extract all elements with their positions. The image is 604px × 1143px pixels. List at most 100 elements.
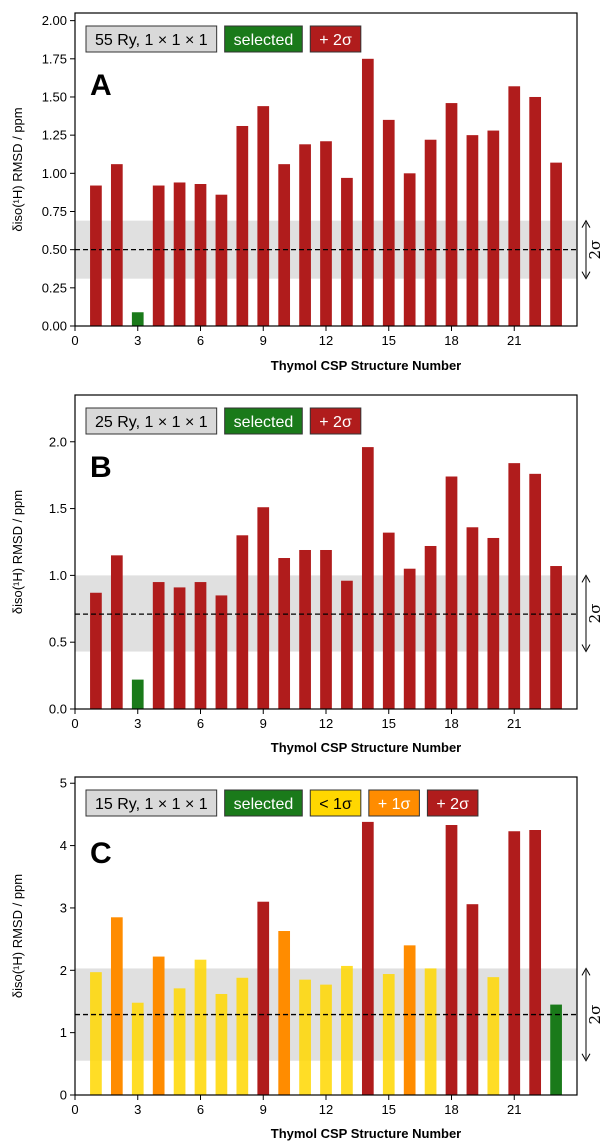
bar-structure-15 xyxy=(382,974,395,1095)
bar-structure-17 xyxy=(424,545,437,709)
legend-box xyxy=(224,789,303,817)
legend-label: + 2σ xyxy=(436,796,469,813)
legend-label: < 1σ xyxy=(319,796,352,813)
bar-structure-6 xyxy=(194,959,207,1095)
legend-box xyxy=(309,789,362,817)
bar-structure-19 xyxy=(466,135,479,326)
bar-structure-21 xyxy=(508,463,521,709)
bar-structure-16 xyxy=(403,568,416,709)
bar-structure-9 xyxy=(257,106,270,326)
y-tick-label: 1.00 xyxy=(42,166,67,181)
y-tick-label: 4 xyxy=(60,838,67,853)
x-tick-label: 21 xyxy=(507,1102,521,1117)
legend-box xyxy=(85,25,218,53)
bar-structure-23 xyxy=(550,566,562,709)
bar-structure-21 xyxy=(508,86,521,326)
bar-structure-11 xyxy=(299,979,311,1095)
x-tick-label: 15 xyxy=(382,333,396,348)
x-tick-label: 0 xyxy=(71,1102,78,1117)
legend-label: + 2σ xyxy=(319,414,352,431)
legend-label: selected xyxy=(234,414,294,431)
x-tick-label: 18 xyxy=(444,1102,458,1117)
bar-structure-1 xyxy=(90,972,102,1095)
x-tick-label: 0 xyxy=(71,716,78,731)
y-tick-label: 1.5 xyxy=(49,501,67,516)
bar-structure-3 xyxy=(131,312,144,326)
panel-letter: B xyxy=(90,451,112,484)
x-tick-label: 15 xyxy=(382,716,396,731)
y-tick-label: 2.0 xyxy=(49,434,67,449)
y-tick-label: 0.75 xyxy=(42,204,67,219)
legend-label: selected xyxy=(234,796,294,813)
legend-box xyxy=(309,407,362,435)
bar-structure-20 xyxy=(487,537,500,709)
bar-structure-7 xyxy=(215,993,228,1095)
bar-structure-18 xyxy=(445,476,458,709)
bar-structure-1 xyxy=(90,185,102,326)
bar-structure-13 xyxy=(341,177,353,326)
x-tick-label: 12 xyxy=(319,1102,333,1117)
y-axis-label: δiso(¹H) RMSD / ppm xyxy=(10,874,25,998)
bar-structure-5 xyxy=(173,587,186,709)
y-tick-label: 0.00 xyxy=(42,319,67,334)
x-tick-label: 9 xyxy=(260,1102,267,1117)
x-tick-label: 9 xyxy=(260,333,267,348)
bar-structure-17 xyxy=(424,139,437,326)
y-tick-label: 0.0 xyxy=(49,702,67,717)
bar-structure-23 xyxy=(550,1004,562,1095)
x-tick-label: 6 xyxy=(197,716,204,731)
bar-structure-18 xyxy=(445,103,458,327)
sigma-arrow-head-bottom xyxy=(581,271,591,280)
legend-box xyxy=(224,25,303,53)
bar-structure-22 xyxy=(529,96,542,326)
x-tick-label: 15 xyxy=(382,1102,396,1117)
y-tick-label: 1.50 xyxy=(42,89,67,104)
y-tick-label: 0 xyxy=(60,1088,67,1103)
sigma-arrow-head-top xyxy=(581,219,591,228)
y-tick-label: 0.5 xyxy=(49,635,67,650)
bar-structure-15 xyxy=(382,119,395,326)
bar-structure-5 xyxy=(173,988,186,1095)
bar-structure-6 xyxy=(194,582,207,709)
bar-structure-4 xyxy=(152,582,165,709)
bar-structure-12 xyxy=(320,984,332,1095)
y-tick-label: 2 xyxy=(60,963,67,978)
bar-structure-18 xyxy=(445,825,458,1095)
x-tick-label: 21 xyxy=(507,333,521,348)
bar-structure-10 xyxy=(278,164,291,326)
bar-structure-20 xyxy=(487,130,500,326)
x-tick-label: 21 xyxy=(507,716,521,731)
bar-structure-22 xyxy=(529,473,542,709)
legend-label: 15 Ry, 1 × 1 × 1 xyxy=(95,796,208,813)
bar-structure-1 xyxy=(90,592,102,709)
legend-box xyxy=(85,407,218,435)
bar-structure-20 xyxy=(487,977,500,1095)
x-tick-label: 12 xyxy=(319,333,333,348)
chart-panel-b: 0 3 6 9 12 15 18 21 0.0 0.5 1.0 1.5 2.0 Thymol CSP St… xyxy=(10,394,604,755)
legend-box xyxy=(224,407,303,435)
y-tick-label: 1.25 xyxy=(42,128,67,143)
bar-structure-21 xyxy=(508,831,521,1095)
bar-structure-8 xyxy=(236,125,249,326)
sigma-arrow-head-bottom xyxy=(581,644,591,653)
legend-label: 55 Ry, 1 × 1 × 1 xyxy=(95,32,208,49)
sigma-arrow-head-top xyxy=(581,574,591,583)
y-tick-label: 2.00 xyxy=(42,13,67,28)
x-tick-label: 12 xyxy=(319,716,333,731)
y-tick-label: 3 xyxy=(60,900,67,915)
bar-structure-15 xyxy=(382,532,395,709)
y-axis-label: δiso(¹H) RMSD / ppm xyxy=(10,107,25,231)
panel-letter: A xyxy=(90,69,112,102)
sigma-label: 2σ xyxy=(586,240,604,260)
x-tick-label: 18 xyxy=(444,333,458,348)
x-tick-label: 3 xyxy=(134,716,141,731)
bar-structure-2 xyxy=(110,164,123,326)
x-tick-label: 6 xyxy=(197,333,204,348)
sigma-label: 2σ xyxy=(586,1005,604,1025)
x-tick-label: 0 xyxy=(71,333,78,348)
bar-structure-2 xyxy=(110,555,123,709)
x-tick-label: 3 xyxy=(134,333,141,348)
legend-label: selected xyxy=(234,32,294,49)
